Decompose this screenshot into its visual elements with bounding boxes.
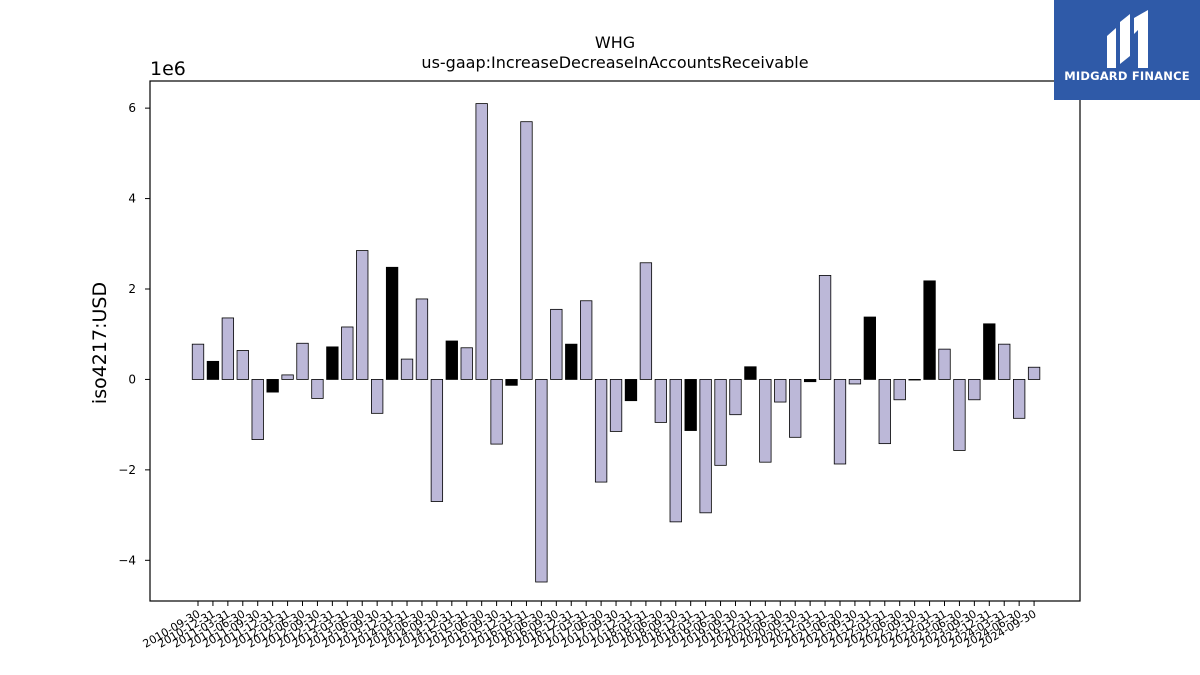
bar-2022-03-31 (878, 379, 891, 445)
bar-2015-09-30 (490, 379, 503, 445)
chart-title: WHG (595, 33, 635, 52)
bar-2012-03-31 (281, 374, 294, 380)
bar-2018-12-31 (684, 379, 697, 431)
bar-2016-09-30 (550, 308, 563, 380)
y-axis-label: iso4217:USD (89, 282, 111, 404)
bar-2024-06-30 (1013, 379, 1026, 419)
bar-2017-09-30 (609, 379, 623, 432)
bar-2012-09-30 (311, 379, 324, 399)
y-tick-label: 6 (128, 101, 136, 115)
y-tick-label: 0 (128, 372, 136, 386)
bar-2014-09-30 (430, 379, 444, 502)
bar-2014-03-31 (400, 358, 414, 380)
bar-2013-06-30 (356, 250, 369, 380)
bar-2015-03-31 (460, 347, 473, 380)
bar-2021-06-30 (833, 379, 847, 465)
bar-2011-03-31 (221, 317, 235, 380)
bar-2015-06-30 (475, 103, 488, 380)
bar-2017-12-31 (624, 379, 638, 402)
bar-2023-06-30 (953, 379, 966, 451)
bar-2019-03-31 (699, 379, 712, 514)
bar-2013-03-31 (341, 326, 354, 380)
bar-2024-09-30 (1027, 366, 1041, 380)
bar-2018-03-31 (639, 262, 653, 380)
bar-2020-06-30 (774, 379, 787, 403)
bar-2016-12-31 (565, 343, 578, 380)
bar-2014-12-31 (445, 340, 458, 380)
bar-2021-03-31 (818, 275, 832, 380)
y-axis: −4 −2 0 2 4 6 (118, 101, 150, 567)
bar-2020-03-31 (759, 379, 772, 463)
brand-name: MIDGARD FINANCE (1064, 69, 1190, 83)
y-scale-label: 1e6 (150, 58, 186, 80)
bar-2020-12-31 (803, 379, 817, 383)
y-tick-label: 2 (128, 282, 136, 296)
bar-2013-12-31 (385, 266, 399, 380)
bar-2019-12-31 (744, 366, 757, 380)
bar-2011-09-30 (251, 379, 264, 440)
bar-2018-09-30 (669, 379, 682, 523)
bar-2010-09-30 (191, 343, 205, 380)
bar-2024-03-31 (998, 343, 1011, 380)
bar-2022-12-31 (923, 280, 936, 380)
bar-2015-12-31 (505, 379, 518, 386)
bar-2022-09-30 (908, 379, 921, 381)
bar-2023-09-30 (968, 379, 981, 401)
bar-series (191, 103, 1041, 583)
bar-2022-06-30 (893, 379, 906, 401)
bar-2012-12-31 (326, 346, 339, 380)
y-tick-label: −2 (118, 463, 136, 477)
bar-2018-06-30 (654, 379, 667, 423)
y-tick-label: −4 (118, 553, 136, 567)
bar-2016-06-30 (535, 379, 548, 583)
bar-2021-09-30 (848, 379, 862, 385)
plot-frame (149, 80, 1081, 602)
bar-2010-12-31 (206, 360, 220, 380)
bar-2013-09-30 (371, 379, 384, 414)
bar-2012-06-30 (296, 342, 309, 380)
bar-2017-03-31 (580, 300, 593, 380)
midgard-m-logo-icon (1107, 10, 1148, 68)
bar-2016-03-31 (520, 121, 533, 380)
bar-2017-06-30 (594, 379, 608, 483)
bar-2021-12-31 (863, 316, 876, 380)
bar-2019-09-30 (729, 379, 742, 416)
bar-2023-12-31 (983, 323, 996, 380)
bar-2011-06-30 (236, 350, 249, 380)
x-axis: 2010-09-302010-12-312011-03-312011-06-30… (141, 601, 1039, 651)
bar-2019-06-30 (714, 379, 727, 466)
bar-2014-06-30 (415, 298, 429, 380)
bar-2023-03-31 (938, 348, 951, 380)
y-tick-label: 4 (128, 192, 136, 206)
chart-subtitle: us-gaap:IncreaseDecreaseInAccountsReceiv… (421, 53, 808, 72)
brand-logo: MIDGARD FINANCE (1054, 0, 1200, 100)
bar-2020-09-30 (789, 379, 802, 438)
bar-2011-12-31 (266, 379, 279, 393)
